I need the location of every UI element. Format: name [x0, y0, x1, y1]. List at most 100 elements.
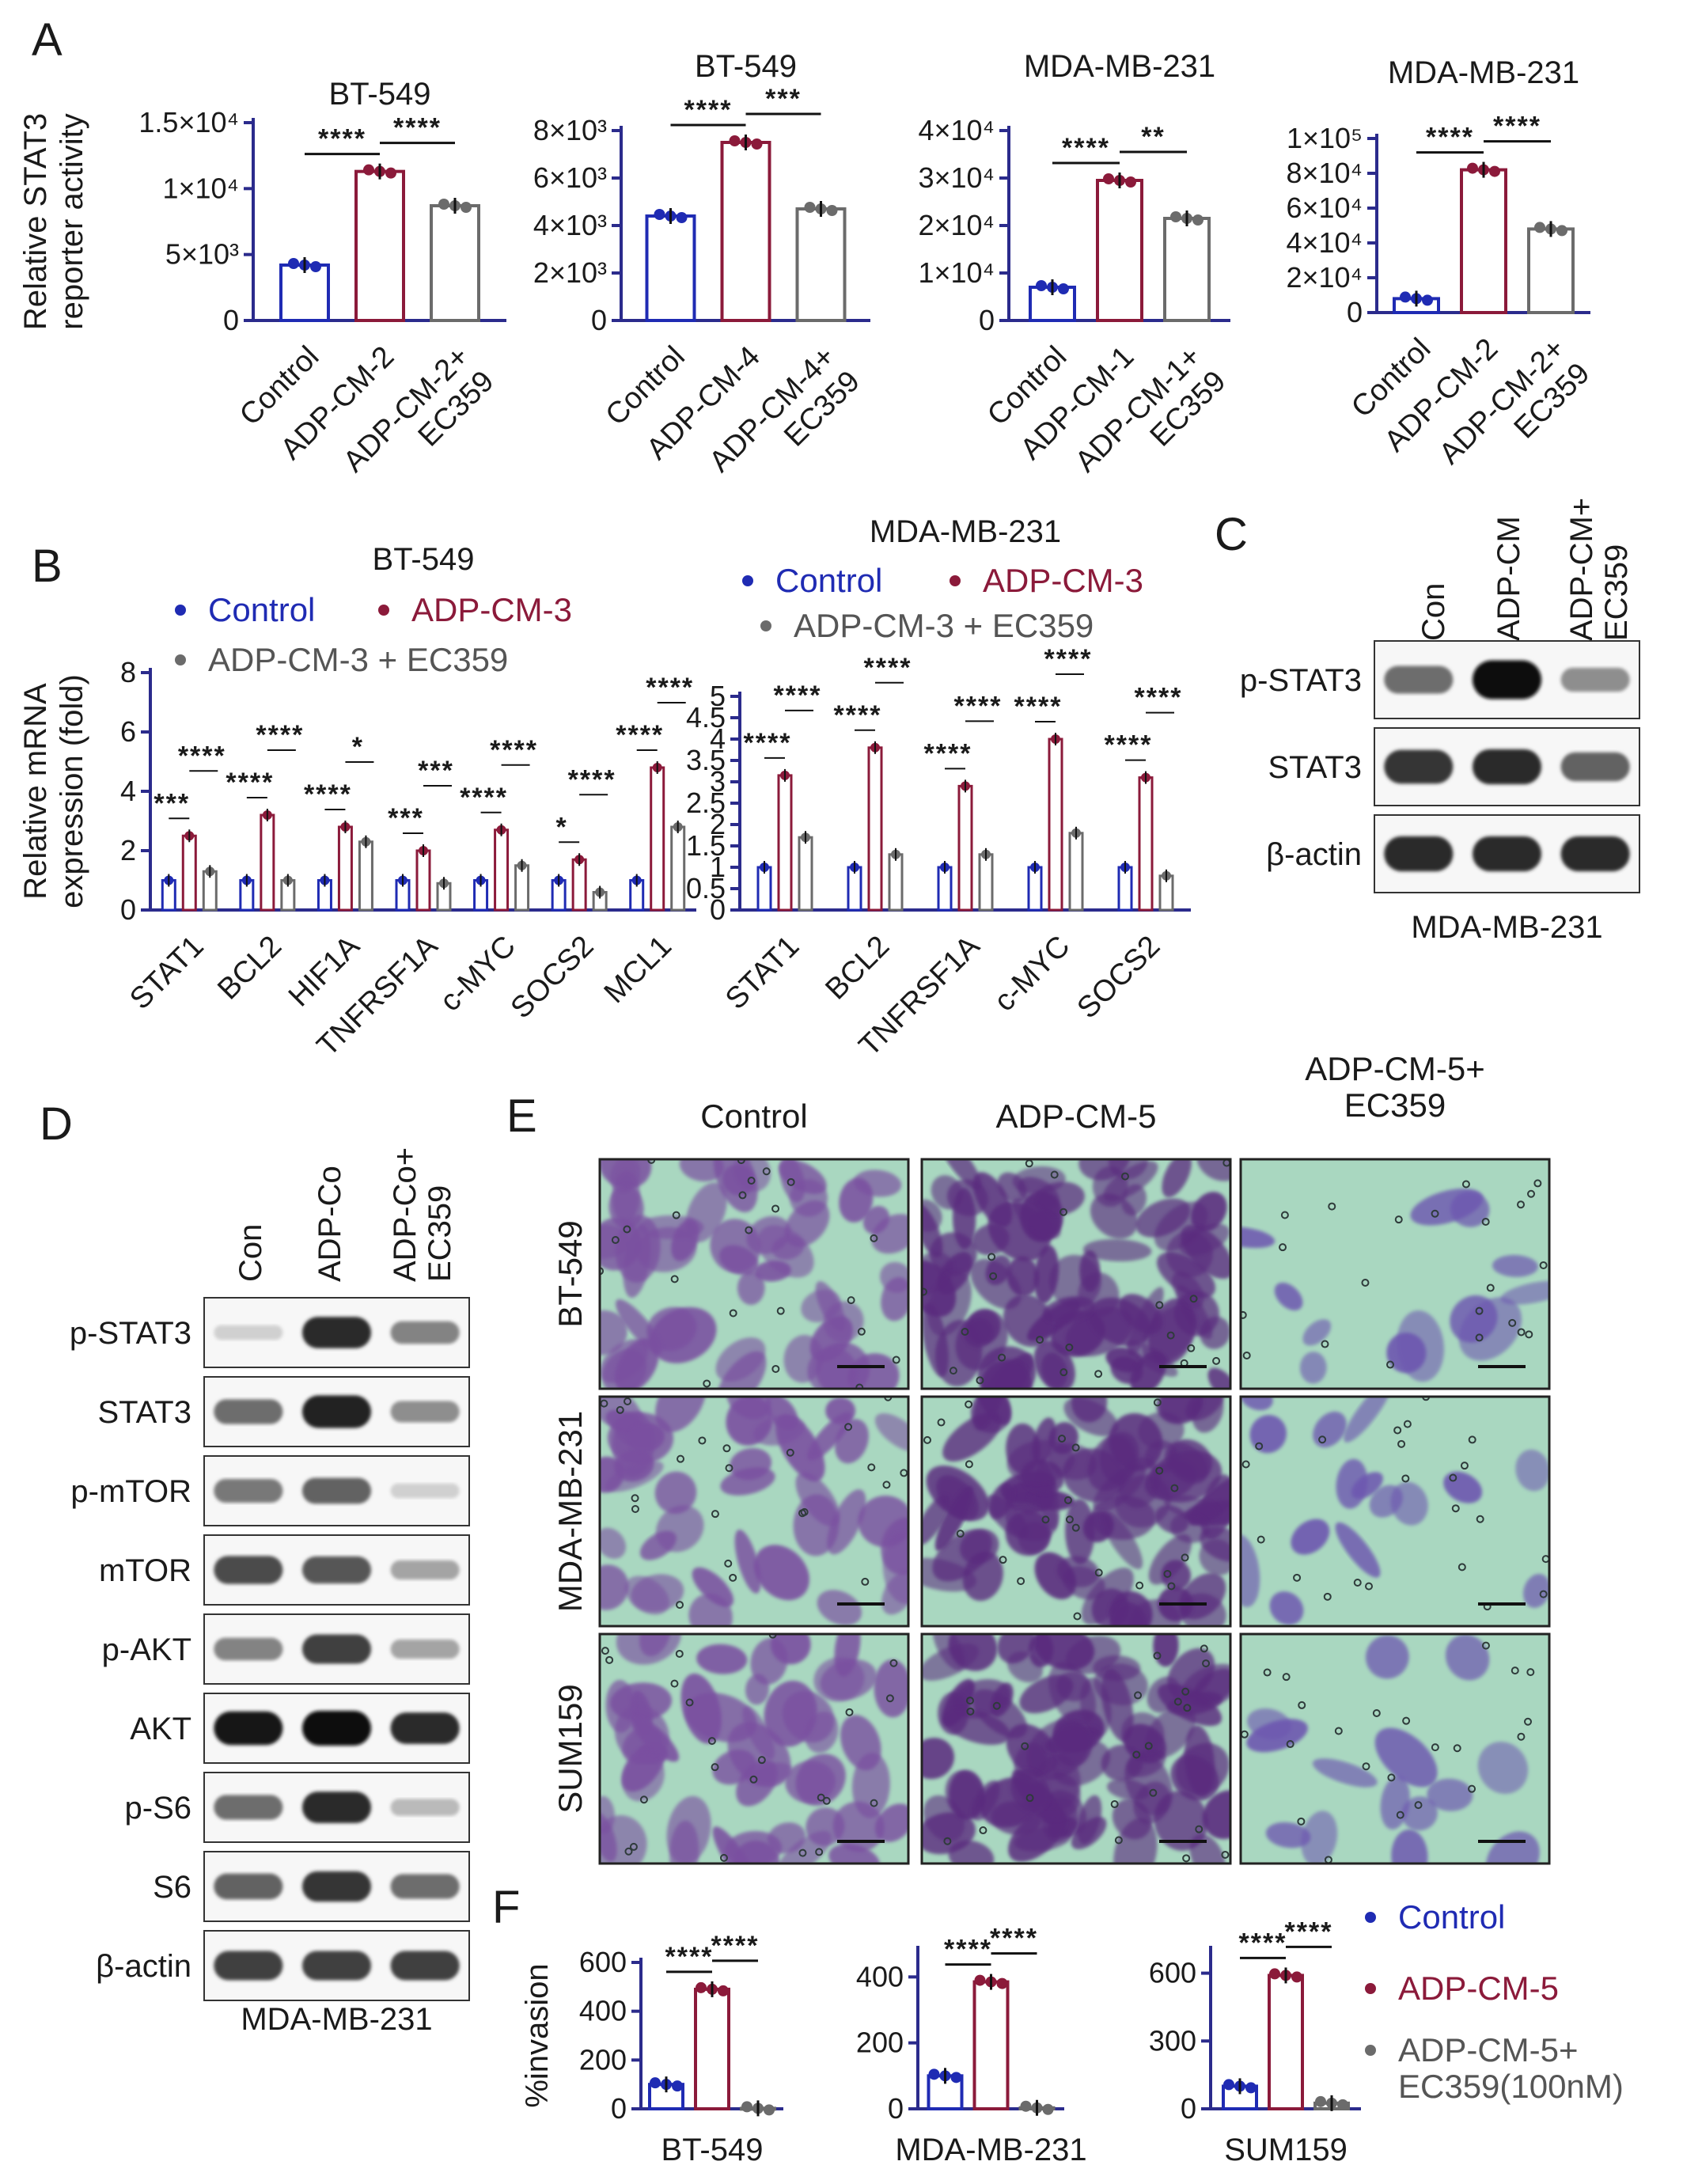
- stained-cell: [840, 1715, 881, 1771]
- row-label: BT-549: [552, 1220, 589, 1327]
- membrane-pore: [965, 1697, 974, 1705]
- chart-a1: 05×10³1×10⁴1.5×10⁴BT-549ControlADP-CM-2A…: [18, 77, 506, 479]
- membrane-pore: [1481, 1217, 1490, 1226]
- stained-cell: [1246, 1719, 1308, 1753]
- stained-cell: [764, 1680, 817, 1747]
- y-tick-label: 0: [710, 893, 726, 926]
- y-tick-label: 3: [710, 765, 726, 798]
- stained-cell: [1006, 1439, 1075, 1484]
- stained-cell: [696, 1644, 748, 1674]
- membrane-pore: [707, 1737, 716, 1746]
- blot-band: [214, 1556, 283, 1584]
- legend-label: ADP-CM-5: [1398, 1970, 1559, 2007]
- legend-label: Control: [775, 562, 882, 599]
- bar: [279, 264, 330, 322]
- chart-a3: 01×10⁴2×10⁴3×10⁴4×10⁴MDA-MB-231ControlAD…: [918, 49, 1232, 479]
- membrane-pore: [1200, 1644, 1208, 1653]
- micrograph: [920, 1158, 1232, 1390]
- membrane-pore: [725, 1464, 733, 1473]
- blot-band: [301, 1871, 372, 1902]
- blot-band: [301, 1556, 372, 1584]
- micrograph-frame: [1239, 1158, 1551, 1390]
- y-axis-label-line: Relative STAT3: [18, 113, 53, 330]
- stained-cell: [1200, 1316, 1230, 1349]
- membrane-pore: [937, 1418, 946, 1427]
- membrane-pore: [698, 1436, 707, 1445]
- stained-cell: [688, 1593, 733, 1626]
- data-point: [288, 258, 299, 269]
- protein-label: p-STAT3: [70, 1316, 191, 1351]
- bar: [847, 866, 862, 912]
- data-point: [1467, 162, 1478, 174]
- membrane-pore: [800, 1507, 809, 1516]
- stained-cell: [1374, 1727, 1438, 1788]
- stained-cell: [1008, 1807, 1067, 1862]
- bar: [720, 141, 771, 322]
- stained-cell: [1119, 1294, 1163, 1334]
- membrane-pore: [870, 1799, 878, 1807]
- stained-cell: [1149, 1450, 1222, 1503]
- y-axis-label: Relative mRNAexpression (fold): [18, 674, 89, 908]
- membrane-pore: [1468, 1784, 1476, 1793]
- stained-cell: [631, 1716, 680, 1762]
- stained-cell: [1147, 1676, 1181, 1713]
- chart-title: BT-549: [329, 77, 431, 112]
- bar: [1163, 217, 1211, 322]
- stained-cell: [1274, 1282, 1303, 1311]
- membrane-pore: [1059, 1368, 1068, 1377]
- chart-f3: 0 300 600 SUM159 ********: [1149, 1917, 1361, 2167]
- significance-label: ****: [834, 700, 882, 730]
- column-label: ADP-CM-5+ EC359: [1305, 1050, 1485, 1124]
- blot-band: [390, 1321, 460, 1344]
- membrane-pore: [675, 1649, 684, 1658]
- membrane-pore: [1321, 1340, 1329, 1348]
- significance-label: *: [556, 812, 568, 842]
- stained-cell: [1034, 1634, 1095, 1670]
- membrane-pore: [1149, 1788, 1158, 1797]
- y-tick-label: 2×10⁴: [918, 209, 995, 241]
- membrane-pore: [745, 1226, 753, 1234]
- lane-label: Con: [1416, 583, 1451, 641]
- significance-label: ****: [774, 681, 822, 711]
- membrane-pore: [1257, 1535, 1265, 1544]
- membrane-pore: [1362, 1762, 1370, 1771]
- membrane-pore: [1334, 1727, 1343, 1735]
- significance-label: ****: [1285, 1917, 1333, 1947]
- cell-cluster: [600, 1159, 908, 1389]
- blot-band: [390, 1560, 460, 1580]
- stained-cell: [1302, 1319, 1332, 1346]
- membrane-pore: [1110, 1800, 1119, 1809]
- stained-cell: [600, 1397, 643, 1432]
- data-point: [1315, 2095, 1326, 2107]
- stained-cell: [948, 1840, 995, 1864]
- membrane-pore: [817, 1793, 825, 1802]
- y-tick-label: 0: [120, 893, 136, 926]
- column-label-line: EC359: [1344, 1086, 1446, 1124]
- column-label: ADP-CM-5: [995, 1098, 1156, 1135]
- stained-cell: [627, 1423, 665, 1452]
- stained-cell: [1170, 1512, 1210, 1543]
- membrane-pore: [1241, 1460, 1250, 1469]
- membrane-pore: [1475, 1333, 1484, 1342]
- membrane-pore: [1372, 1709, 1381, 1718]
- stained-cell: [1041, 1352, 1068, 1389]
- stained-cell: [600, 1815, 647, 1864]
- data-point: [1042, 2103, 1054, 2115]
- significance-label: ****: [744, 728, 792, 758]
- y-tick-label: 5: [710, 680, 726, 712]
- y-tick-label: 600: [579, 1946, 627, 1978]
- stained-cell: [600, 1564, 629, 1610]
- legend-b2: Control ADP-CM-3 ADP-CM-3 + EC359: [742, 562, 1143, 644]
- blot-band: [390, 1799, 460, 1816]
- stained-cell: [972, 1223, 1010, 1256]
- stained-cell: [1082, 1238, 1152, 1262]
- membrane-pore: [1323, 1592, 1332, 1601]
- y-axis-label: Relative STAT3reporter activity: [18, 113, 89, 330]
- membrane-pore: [1166, 1331, 1175, 1340]
- panel-letter-c: C: [1215, 509, 1248, 560]
- membrane-pore: [1361, 1278, 1370, 1287]
- stained-cell: [1189, 1833, 1226, 1864]
- membrane-pore: [1065, 1515, 1074, 1524]
- stained-cell: [1010, 1769, 1050, 1812]
- stained-cell: [922, 1495, 950, 1545]
